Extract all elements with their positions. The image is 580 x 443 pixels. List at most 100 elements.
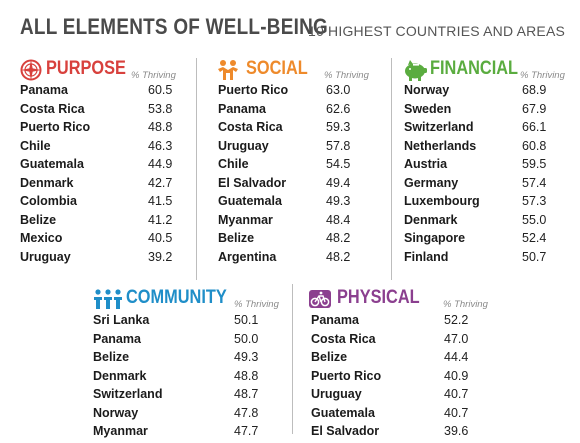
country-name: Norway	[404, 83, 450, 97]
country-name: Panama	[20, 83, 68, 97]
thriving-value: 48.8	[234, 368, 259, 383]
thriving-value: 59.3	[326, 120, 351, 134]
thriving-value: 44.9	[148, 157, 173, 171]
thriving-value: 41.2	[148, 212, 173, 227]
country-name: Chile	[20, 138, 51, 153]
thriving-value: 53.8	[148, 101, 173, 116]
thriving-value: 52.4	[522, 231, 547, 245]
thriving-value: 41.5	[148, 194, 173, 208]
country-name: Denmark	[93, 368, 147, 383]
country-name: Norway	[93, 405, 139, 420]
country-name: Guatemala	[218, 194, 282, 208]
social-column-header: % Thriving	[324, 70, 369, 81]
country-name: Puerto Rico	[218, 83, 289, 97]
country-name: Belize	[311, 350, 348, 364]
thriving-value: 57.8	[326, 138, 351, 153]
thriving-value: 49.4	[326, 175, 351, 190]
country-name: Sweden	[404, 101, 452, 116]
thriving-value: 60.5	[148, 83, 173, 97]
country-name: Panama	[218, 101, 266, 116]
physical-title: PHYSICAL	[337, 287, 420, 308]
thriving-value: 48.8	[148, 120, 173, 134]
bicycle-icon	[309, 290, 331, 308]
thriving-value: 68.9	[522, 83, 547, 97]
chart-header: ALL ELEMENTS OF WELL-BEING 10 HIGHEST CO…	[20, 14, 565, 40]
community-column-header: % Thriving	[234, 299, 279, 310]
country-name: Panama	[311, 313, 359, 327]
country-name: Costa Rica	[20, 101, 85, 116]
country-name: Sri Lanka	[93, 313, 150, 327]
thriving-value: 50.7	[522, 249, 547, 264]
thriving-value: 40.5	[148, 231, 173, 245]
financial-column-header: % Thriving	[520, 70, 565, 81]
thriving-value: 40.7	[444, 405, 469, 420]
thriving-value: 54.5	[326, 157, 351, 171]
thriving-value: 67.9	[522, 101, 547, 116]
column-divider	[292, 284, 293, 434]
country-name: Switzerland	[93, 387, 163, 401]
country-name: Denmark	[404, 212, 458, 227]
people-pair-icon	[218, 60, 238, 80]
country-name: Chile	[218, 157, 249, 171]
country-name: Singapore	[404, 231, 466, 245]
thriving-value: 39.6	[444, 424, 469, 438]
piggy-bank-icon	[405, 60, 427, 81]
thriving-value: 62.6	[326, 101, 351, 116]
thriving-value: 59.5	[522, 157, 547, 171]
thriving-value: 50.0	[234, 331, 259, 346]
country-name: Luxembourg	[404, 194, 480, 208]
thriving-value: 48.2	[326, 249, 351, 264]
thriving-value: 52.2	[444, 313, 469, 327]
thriving-value: 44.4	[444, 350, 469, 364]
thriving-value: 48.4	[326, 212, 351, 227]
thriving-value: 49.3	[326, 194, 351, 208]
country-name: Denmark	[20, 175, 74, 190]
country-name: Argentina	[218, 249, 277, 264]
thriving-value: 49.3	[234, 350, 259, 364]
country-name: Guatemala	[20, 157, 84, 171]
thriving-value: 46.3	[148, 138, 173, 153]
country-name: Costa Rica	[311, 331, 376, 346]
column-divider	[391, 58, 392, 280]
thriving-value: 50.1	[234, 313, 259, 327]
thriving-value: 47.8	[234, 405, 259, 420]
thriving-value: 40.9	[444, 368, 469, 383]
thriving-value: 47.0	[444, 331, 469, 346]
country-name: Austria	[404, 157, 448, 171]
country-name: Colombia	[20, 194, 77, 208]
thriving-value: 66.1	[522, 120, 547, 134]
country-name: Belize	[93, 350, 130, 364]
country-name: Panama	[93, 331, 141, 346]
country-name: Switzerland	[404, 120, 474, 134]
physical-column-header: % Thriving	[443, 299, 488, 310]
people-group-icon	[94, 289, 122, 309]
country-name: Mexico	[20, 231, 63, 245]
purpose-title: PURPOSE	[46, 58, 126, 79]
community-title: COMMUNITY	[126, 287, 227, 308]
country-name: Puerto Rico	[20, 120, 91, 134]
country-name: Myanmar	[93, 424, 148, 438]
thriving-value: 48.2	[326, 231, 351, 245]
country-name: Finland	[404, 249, 449, 264]
thriving-value: 47.7	[234, 424, 259, 438]
thriving-value: 48.7	[234, 387, 259, 401]
thriving-value: 63.0	[326, 83, 351, 97]
country-name: El Salvador	[218, 175, 287, 190]
country-name: Costa Rica	[218, 120, 283, 134]
page-subtitle: 10 HIGHEST COUNTRIES AND AREAS	[308, 23, 566, 39]
country-name: Uruguay	[20, 249, 71, 264]
country-name: Uruguay	[218, 138, 269, 153]
thriving-value: 40.7	[444, 387, 469, 401]
country-name: Guatemala	[311, 405, 375, 420]
country-name: Germany	[404, 175, 459, 190]
page-title: ALL ELEMENTS OF WELL-BEING	[20, 14, 329, 39]
purpose-column-header: % Thriving	[131, 70, 176, 81]
country-name: Belize	[20, 212, 57, 227]
thriving-value: 57.4	[522, 175, 547, 190]
country-name: Uruguay	[311, 387, 362, 401]
country-name: Netherlands	[404, 138, 477, 153]
social-title: SOCIAL	[246, 58, 308, 79]
thriving-value: 57.3	[522, 194, 547, 208]
country-name: Belize	[218, 231, 255, 245]
compass-icon	[20, 59, 42, 81]
